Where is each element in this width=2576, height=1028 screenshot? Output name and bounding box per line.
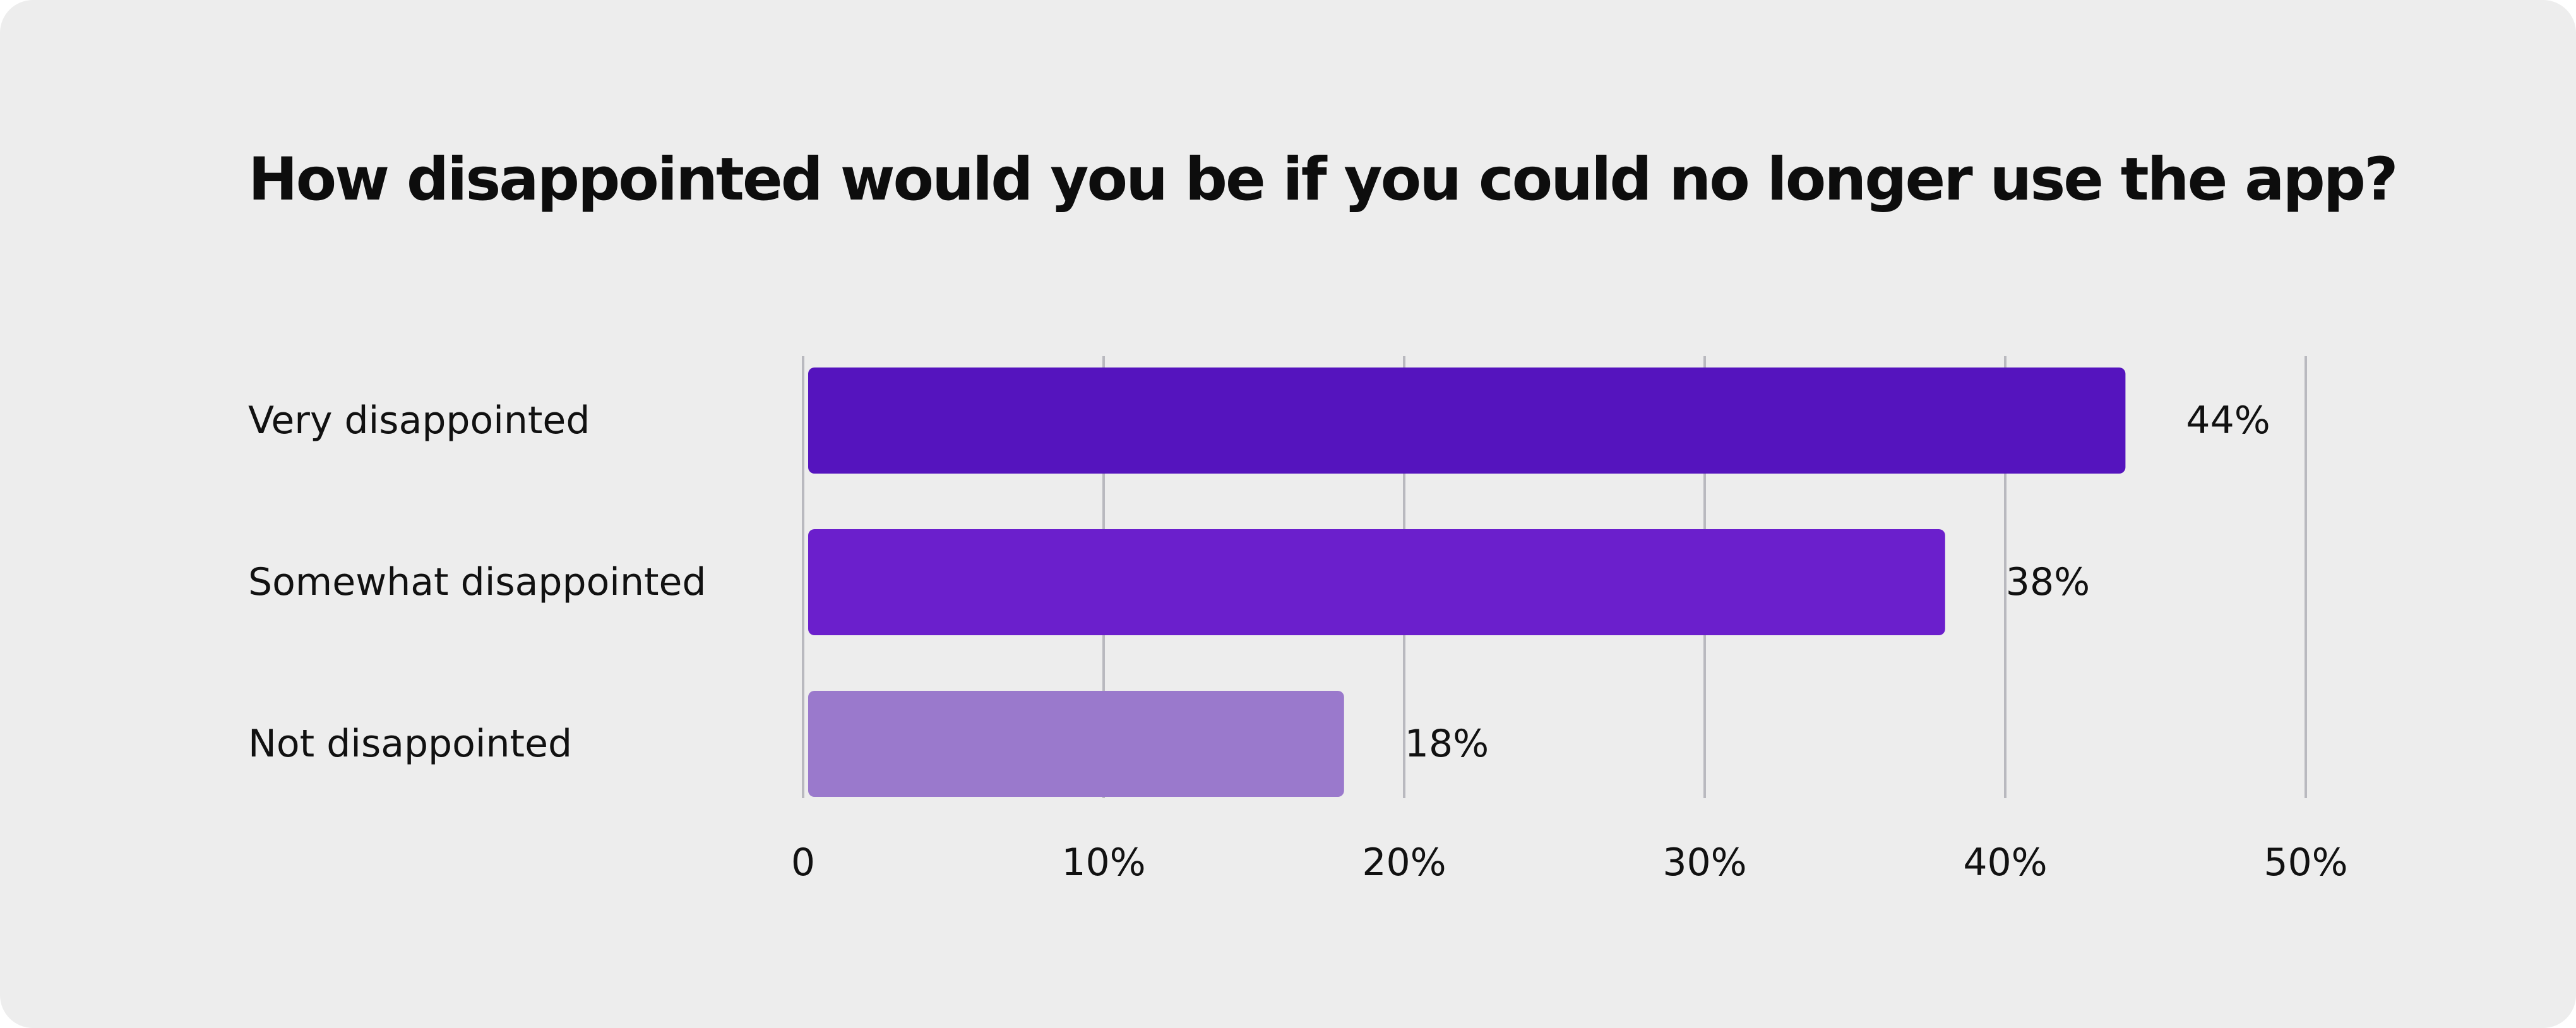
- x-tick-label: 10%: [1061, 840, 1145, 885]
- bar-not-disappointed: [808, 691, 1344, 797]
- x-tick-label: 30%: [1662, 840, 1746, 885]
- chart-title: How disappointed would you be if you cou…: [248, 145, 2399, 214]
- x-tick-label: 40%: [1963, 840, 2047, 885]
- label-layer: 0 10% 20% 30% 40% 50% Very disappointed 44% Some…: [248, 398, 2348, 885]
- value-label: 38%: [2006, 560, 2090, 604]
- value-label: 18%: [1405, 722, 1489, 766]
- x-tick-label: 50%: [2263, 840, 2347, 885]
- bar-layer: [808, 368, 2126, 797]
- bar-very-disappointed: [808, 368, 2126, 474]
- category-label: Not disappointed: [248, 722, 572, 766]
- category-label: Very disappointed: [248, 398, 590, 443]
- x-tick-label: 20%: [1362, 840, 1446, 885]
- bar-somewhat-disappointed: [808, 529, 1945, 635]
- category-label: Somewhat disappointed: [248, 560, 707, 604]
- x-tick-label: 0: [791, 840, 815, 885]
- value-label: 44%: [2186, 398, 2270, 443]
